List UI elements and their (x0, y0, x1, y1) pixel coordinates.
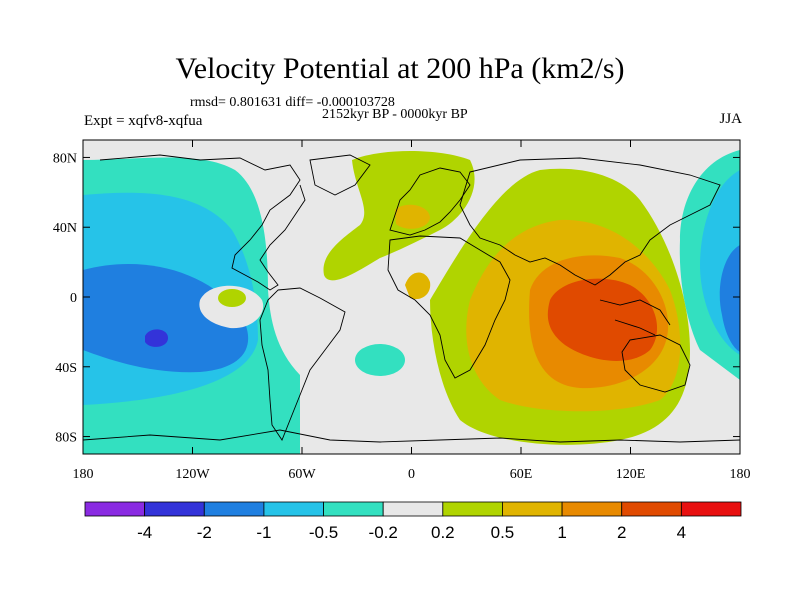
contour-pos-0.5-westafrica (405, 272, 431, 300)
coastlines (83, 154, 740, 443)
contour-neg-1 (83, 263, 249, 373)
colorbar-bin (382, 501, 444, 517)
colorbar-bin (323, 501, 384, 517)
lat-tick-label: 80N (53, 151, 77, 166)
colorbar-bin (144, 501, 205, 517)
colorbar-label: 0.5 (491, 523, 515, 542)
coast-greenland (309, 154, 371, 196)
colorbar-bin (84, 501, 146, 517)
plot-title: Velocity Potential at 200 hPa (km2/s) (175, 52, 625, 85)
experiment-label: Expt = xqfv8-xqfua (84, 113, 203, 129)
lon-tick-label: 0 (408, 467, 415, 482)
contour-neg-2 (145, 329, 168, 347)
coast-north-america (99, 154, 306, 291)
contour-neg-east-1 (719, 245, 740, 352)
lon-tick-label: 60E (510, 467, 533, 482)
colorbar-label: 0.2 (431, 523, 455, 542)
colorbar-bin (203, 501, 265, 517)
coast-australia (621, 334, 691, 393)
lon-tick-label: 180 (730, 467, 751, 482)
period-text: 2152kyr BP - 0000kyr BP (322, 107, 468, 122)
lat-tick-label: 40N (53, 221, 77, 236)
colorbar-bin (680, 501, 742, 517)
colorbar-label: -4 (137, 523, 152, 542)
colorbar-label: 2 (617, 523, 626, 542)
colorbar-bin (621, 501, 682, 517)
colorbar-label: -0.5 (309, 523, 338, 542)
coast-maritime (599, 299, 671, 336)
lon-tick-label: 120E (616, 467, 646, 482)
colorbar-bin (442, 501, 503, 517)
coast-south-america (259, 287, 346, 441)
lat-tick-label: 80S (55, 431, 77, 446)
lon-tick-label: 180 (73, 467, 94, 482)
stats-text: rmsd= 0.801631 diff= -0.000103728 (190, 95, 395, 110)
colorbar-label: -2 (197, 523, 212, 542)
lat-tick-label: 0 (70, 291, 77, 306)
contour-pos-0.5-north (395, 204, 430, 229)
season-label: JJA (719, 111, 742, 127)
coast-africa (387, 235, 511, 379)
lon-tick-label: 120W (175, 467, 210, 482)
colorbar-label: -1 (256, 523, 271, 542)
coast-antarctica (83, 429, 740, 443)
colorbar-bin (502, 501, 563, 517)
colorbar-bin (561, 501, 623, 517)
colorbar-label: -0.2 (369, 523, 398, 542)
contour-neg-atlantic (355, 344, 405, 376)
axis-ticks: 180 120W 60W 0 60E 120E 180 80N 40N 0 40S 80S (53, 140, 751, 482)
coast-europe (389, 167, 471, 236)
lat-tick-label: 40S (55, 361, 77, 376)
colorbar-bin (263, 501, 324, 517)
colorbar-label: 1 (557, 523, 566, 542)
contour-pos-caribbean (218, 289, 246, 307)
lon-tick-label: 60W (288, 467, 316, 482)
colorbar: -4 -2 -1 -0.5 -0.2 0.2 0.5 1 2 4 (84, 501, 742, 542)
contour-field (83, 140, 740, 454)
colorbar-label: 4 (677, 523, 686, 542)
coast-asia (459, 157, 721, 286)
